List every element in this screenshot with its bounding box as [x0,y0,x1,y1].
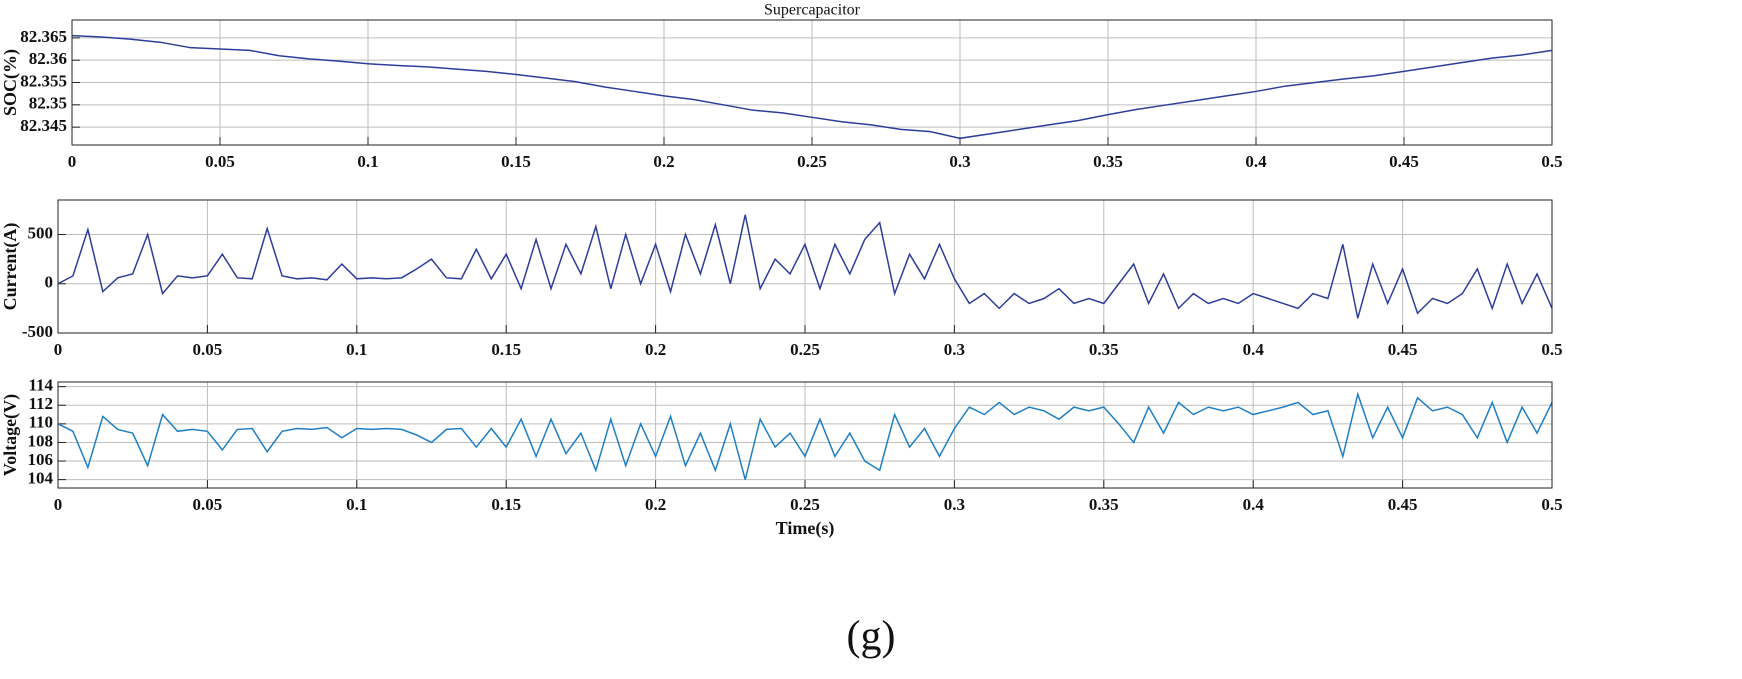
data-line [57,391,1553,480]
x-tick-label: 0.2 [653,152,674,171]
x-tick-label: 0 [68,152,77,171]
x-tick-label: 0.4 [1243,495,1265,514]
y-tick-label: 106 [28,450,54,469]
x-tick-label: 0.5 [1541,152,1562,171]
y-axis-label: Voltage(V) [0,394,21,476]
plot-frame [57,199,1553,334]
x-tick-label: 0.25 [797,152,827,171]
x-tick-label: 0.5 [1541,340,1562,359]
y-tick-label: 110 [28,413,53,432]
y-tick-label: 82.345 [20,116,67,135]
y-tick-label: 112 [28,394,53,413]
x-tick-label: 0.3 [944,495,965,514]
y-tick-label: 500 [28,223,54,242]
x-tick-label: 0.3 [944,340,965,359]
y-axis-label: Current(A) [0,223,21,311]
y-tick-label: -500 [22,322,53,341]
plot-frame [57,381,1553,489]
x-tick-label: 0.15 [491,340,521,359]
chart-title: Supercapacitor [764,2,861,19]
x-tick-label: 0.05 [205,152,235,171]
y-tick-label: 82.355 [20,71,67,90]
y-tick-label: 82.35 [29,94,67,113]
x-tick-label: 0.1 [346,495,367,514]
y-tick-label: 82.365 [20,27,67,46]
x-tick-label: 0 [54,495,63,514]
x-tick-label: 0.2 [645,495,666,514]
y-axis-label: SOC(%) [0,49,21,116]
x-tick-label: 0.2 [645,340,666,359]
x-axis-label: Time(s) [776,518,835,539]
x-tick-label: 0.1 [357,152,378,171]
x-tick-label: 0.15 [491,495,521,514]
x-tick-label: 0.45 [1388,495,1418,514]
x-tick-label: 0.15 [501,152,531,171]
x-tick-label: 0.4 [1243,340,1265,359]
y-tick-label: 108 [28,431,54,450]
x-tick-label: 0.25 [790,495,820,514]
data-line [71,34,1553,140]
x-tick-label: 0.5 [1541,495,1562,514]
x-tick-label: 0.3 [949,152,970,171]
data-line [57,214,1553,319]
x-tick-label: 0.1 [346,340,367,359]
x-tick-label: 0.45 [1389,152,1419,171]
x-tick-label: 0.05 [193,340,223,359]
x-tick-label: 0.05 [193,495,223,514]
x-tick-label: 0 [54,340,63,359]
x-tick-label: 0.35 [1089,340,1119,359]
y-tick-label: 82.36 [29,49,67,68]
x-tick-label: 0.45 [1388,340,1418,359]
x-tick-label: 0.25 [790,340,820,359]
y-tick-label: 114 [28,376,53,395]
caption: (g) [847,614,896,660]
plot-frame [71,19,1553,146]
x-tick-label: 0.35 [1093,152,1123,171]
y-tick-label: 104 [28,469,54,488]
x-tick-label: 0.35 [1089,495,1119,514]
y-tick-label: 0 [45,273,54,292]
x-tick-label: 0.4 [1245,152,1267,171]
